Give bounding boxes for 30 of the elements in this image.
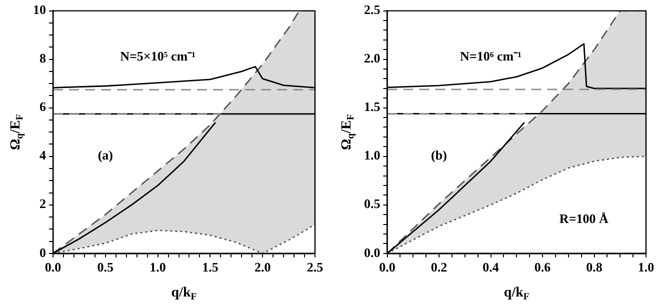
annotation: N=5×10⁵ cm⁻¹	[120, 48, 196, 64]
x-tick-label: 2.0	[254, 260, 271, 275]
x-tick-label: 0.0	[379, 260, 396, 275]
y-axis-title: Ωq/EF	[340, 114, 357, 150]
annotation: (a)	[98, 148, 113, 163]
y-tick-label: 6	[40, 99, 46, 114]
y-tick-label: 2	[40, 196, 46, 212]
annotation: N=10⁶ cm⁻¹	[460, 48, 522, 64]
y-tick-label: 2.5	[364, 2, 381, 18]
y-tick-label: 1.0	[364, 148, 380, 163]
x-tick-label: 2.5	[306, 260, 324, 275]
y-tick-label: 2.0	[364, 50, 380, 66]
x-tick-label: 0.6	[534, 260, 552, 275]
annotation: R=100 Å	[559, 210, 609, 226]
x-tick-label: 0.4	[482, 260, 500, 275]
x-tick-label: 1.0	[638, 260, 654, 275]
x-tick-label: 0.5	[97, 260, 114, 275]
y-axis-title: Ωq/EF	[8, 114, 26, 150]
x-tick-label: 1.5	[202, 260, 219, 275]
y-tick-label: 0	[40, 244, 46, 260]
y-tick-label: 0.5	[364, 196, 381, 212]
y-tick-label: 4	[40, 148, 46, 163]
y-tick-label: 8	[40, 50, 46, 66]
y-tick-label: 10	[33, 2, 46, 18]
annotation: (b)	[431, 148, 447, 163]
x-tick-label: 1.0	[150, 260, 166, 275]
x-tick-label: 0.8	[586, 260, 603, 275]
y-tick-label: 0.0	[364, 244, 380, 260]
x-tick-label: 0.2	[430, 260, 448, 275]
y-tick-label: 1.5	[364, 99, 381, 114]
